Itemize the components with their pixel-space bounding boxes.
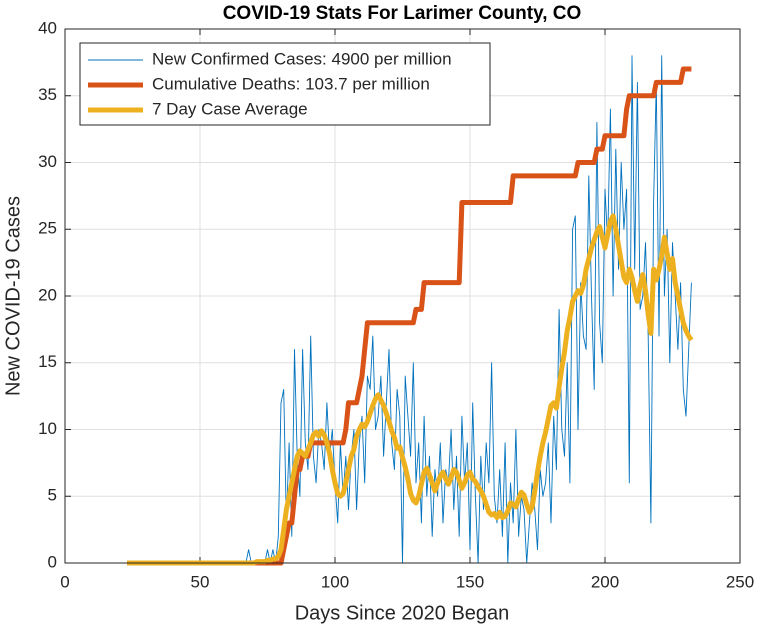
y-tick-label: 5 — [48, 486, 57, 505]
y-tick-label: 15 — [38, 352, 57, 371]
x-tick-label: 100 — [321, 572, 349, 591]
x-axis-label: Days Since 2020 Began — [295, 602, 510, 624]
legend: New Confirmed Cases: 4900 per million Cum… — [79, 42, 491, 126]
x-tick-label: 200 — [591, 572, 619, 591]
y-tick-label: 0 — [48, 552, 57, 571]
legend-label: New Confirmed Cases: 4900 per million — [152, 49, 452, 68]
y-tick-label: 30 — [38, 152, 57, 171]
x-tick-label: 0 — [60, 572, 69, 591]
y-axis-label: New COVID-19 Cases — [2, 196, 24, 396]
legend-label: Cumulative Deaths: 103.7 per million — [152, 74, 430, 93]
x-tick-label: 50 — [191, 572, 210, 591]
chart-title: COVID-19 Stats For Larimer County, CO — [223, 3, 582, 24]
y-tick-label: 35 — [38, 85, 57, 104]
x-tick-label: 150 — [456, 572, 484, 591]
x-tick-label: 250 — [726, 572, 754, 591]
y-tick-label: 20 — [38, 285, 57, 304]
y-tick-label: 25 — [38, 219, 57, 238]
y-tick-label: 40 — [38, 18, 57, 37]
legend-box — [79, 42, 491, 126]
y-tick-label: 10 — [38, 419, 57, 438]
legend-label: 7 Day Case Average — [152, 99, 308, 118]
plot-frame — [64, 28, 741, 564]
